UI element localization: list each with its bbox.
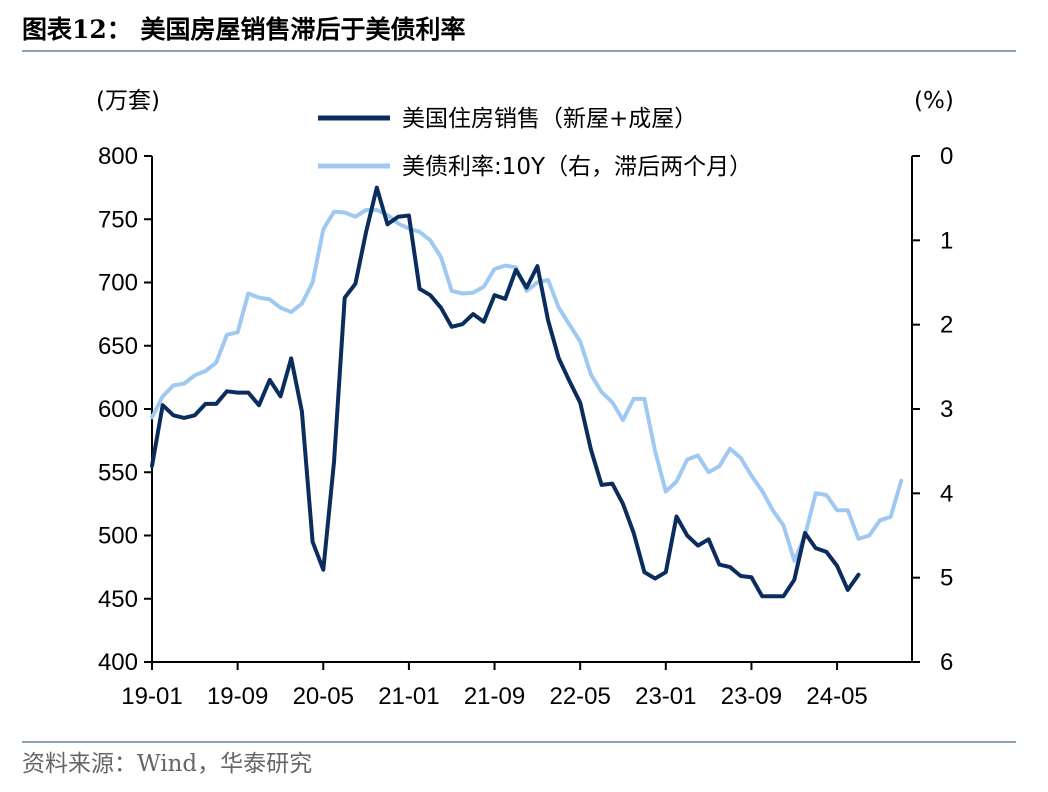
left-y-tick-label: 650 <box>98 333 138 360</box>
right-y-tick-label: 6 <box>940 649 953 676</box>
left-y-tick-label: 600 <box>98 396 138 423</box>
left-y-tick-label: 750 <box>98 206 138 233</box>
right-y-tick-label: 4 <box>940 480 953 507</box>
left-y-tick-label: 550 <box>98 459 138 486</box>
x-tick-label: 24-05 <box>806 683 867 710</box>
source-note: 资料来源：Wind，华泰研究 <box>22 751 313 777</box>
x-tick-label: 23-09 <box>721 683 782 710</box>
legend-label-treasury-yield: 美债利率:10Y（右，滞后两个月） <box>402 154 752 180</box>
chart-title: 图表12： 美国房屋销售滞后于美债利率 <box>22 15 466 44</box>
footer-divider <box>22 741 1016 743</box>
x-tick-label: 19-01 <box>121 683 182 710</box>
x-tick-label: 20-05 <box>293 683 354 710</box>
x-tick-label: 22-05 <box>549 683 610 710</box>
left-y-tick-label: 500 <box>98 523 138 550</box>
x-tick-label: 19-09 <box>207 683 268 710</box>
left-y-tick-label: 800 <box>98 143 138 170</box>
right-y-tick-label: 5 <box>940 565 953 592</box>
right-y-tick-label: 3 <box>940 396 953 423</box>
right-axis-unit: (%) <box>914 88 954 114</box>
right-y-tick-label: 1 <box>940 227 953 254</box>
x-tick-label: 23-01 <box>635 683 696 710</box>
right-y-tick-label: 0 <box>940 143 953 170</box>
x-tick-label: 21-01 <box>378 683 439 710</box>
series-line-treasury-yield <box>150 208 904 563</box>
x-tick-label: 21-09 <box>464 683 525 710</box>
right-y-tick-label: 2 <box>940 312 953 339</box>
title-divider <box>22 50 1016 52</box>
legend-label-housing-sales: 美国住房销售（新屋+成屋） <box>402 106 697 132</box>
series-line-housing-sales <box>150 185 861 599</box>
left-axis-unit: (万套) <box>96 88 160 114</box>
left-y-tick-label: 450 <box>98 586 138 613</box>
left-y-tick-label: 700 <box>98 270 138 297</box>
left-y-tick-label: 400 <box>98 649 138 676</box>
